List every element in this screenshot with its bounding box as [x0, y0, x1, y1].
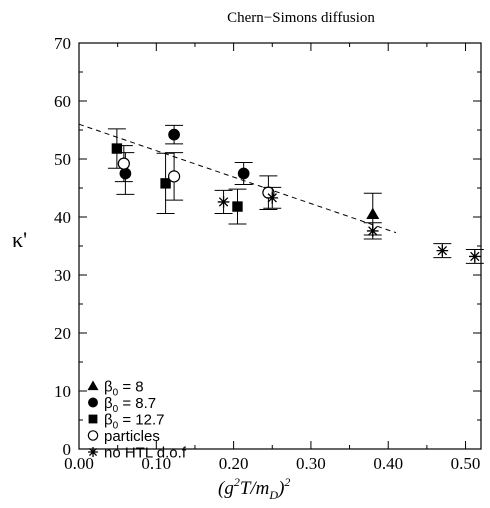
legend-label-rest: = 8	[118, 379, 143, 396]
y-tick-label: 20	[54, 324, 71, 343]
legend-label-sub: 0	[113, 404, 119, 415]
x-label-sub: D	[268, 488, 278, 502]
legend-label-main: no HTL d.o.f	[104, 445, 187, 462]
chart-title: Chern−Simons diffusion	[227, 10, 375, 26]
y-axis-label: κ'	[12, 227, 27, 252]
x-tick-label: 0.50	[451, 454, 481, 473]
legend-label-main: β	[104, 412, 113, 429]
legend-label-rest: = 12.7	[118, 412, 164, 429]
data-point-circle-open	[117, 157, 130, 170]
y-tick-label: 50	[54, 150, 71, 169]
legend-marker-asterisk	[88, 447, 98, 457]
x-label-sup2: 2	[284, 475, 290, 489]
y-tick-label: 40	[54, 208, 71, 227]
data-point-square	[232, 201, 243, 212]
y-tick-label: 10	[54, 382, 71, 401]
legend-label: no HTL d.o.f	[104, 445, 187, 462]
legend-label-main: β	[104, 395, 113, 412]
legend-marker-circle-open	[87, 430, 99, 441]
legend-label-main: β	[104, 379, 113, 396]
x-label-close: )	[277, 478, 284, 499]
x-tick-label: 0.00	[64, 454, 94, 473]
data-point-asterisk	[468, 250, 481, 263]
legend-label: β0 = 12.7	[104, 412, 165, 432]
y-tick-label: 60	[54, 92, 71, 111]
data-point-asterisk	[266, 192, 279, 204]
x-axis: 0.00 0.10 0.20 0.30 0.40 0.50	[64, 43, 480, 473]
fit-line	[78, 123, 397, 234]
legend-marker-square	[88, 414, 98, 424]
x-tick-label: 0.40	[373, 454, 403, 473]
x-label-mid: T/m	[240, 478, 270, 499]
legend-label: β0 = 8.7	[104, 395, 156, 415]
data-point-circle-open	[167, 170, 181, 183]
y-tick-label: 0	[63, 440, 72, 459]
x-tick-label: 0.10	[141, 454, 171, 473]
plot-area: 0 10 20 30 40 50 60 70 0.00 0.10 0.20 0.30 0.40 0.50	[54, 34, 484, 473]
y-axis: 0 10 20 30 40 50 60 70	[54, 34, 481, 459]
legend-label-rest: = 8.7	[118, 395, 156, 412]
legend-label-sub: 0	[113, 421, 119, 432]
data-marks	[107, 124, 484, 264]
y-tick-label: 30	[54, 266, 71, 285]
legend-label-main: particles	[104, 428, 160, 445]
legend-label: β0 = 8	[104, 379, 144, 399]
legend-marker-triangle	[87, 380, 99, 391]
data-point-triangle	[366, 207, 380, 219]
x-label-sup1: 2	[234, 475, 240, 489]
data-point-asterisk	[366, 225, 379, 237]
x-axis-label: (g2T/mD)2	[218, 475, 290, 502]
x-tick-label: 0.30	[296, 454, 326, 473]
data-point-square	[160, 178, 171, 189]
y-tick-label: 70	[54, 34, 71, 53]
legend-label: particles	[104, 428, 160, 445]
data-point-circle-filled	[119, 167, 132, 180]
data-point-circle-filled	[237, 167, 250, 180]
x-label-open: (g	[218, 478, 234, 499]
data-point-circle-filled	[168, 128, 180, 141]
data-point-asterisk	[436, 244, 449, 257]
x-tick-label: 0.20	[219, 454, 249, 473]
legend-label-sub: 0	[113, 388, 119, 399]
data-point-square	[111, 143, 123, 154]
data-point-asterisk	[217, 196, 230, 208]
legend-marker-circle-filled	[88, 397, 98, 408]
